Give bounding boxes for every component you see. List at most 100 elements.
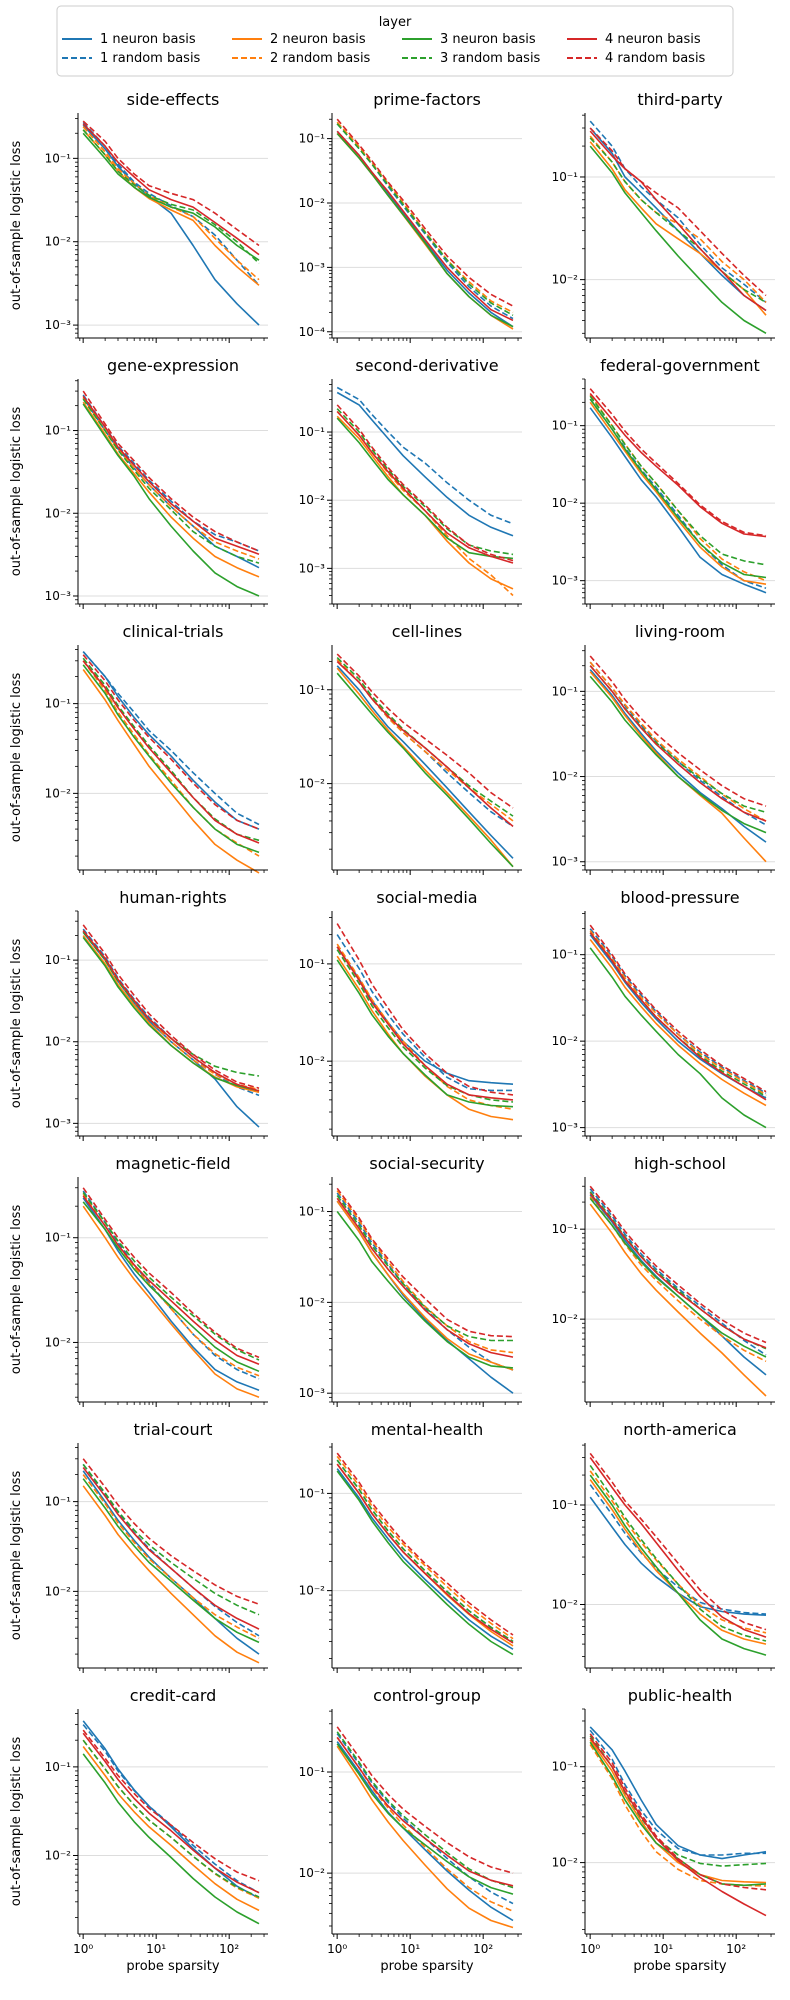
series-line bbox=[82, 1720, 260, 1899]
y-tick-label: 10⁻² bbox=[299, 1584, 326, 1598]
series-line bbox=[336, 410, 514, 564]
legend-label: 1 neuron basis bbox=[100, 32, 196, 47]
series-line bbox=[589, 1197, 767, 1358]
y-tick-label: 10⁻⁴ bbox=[299, 325, 326, 339]
series-line bbox=[336, 1745, 514, 1929]
series-line bbox=[82, 1739, 260, 1898]
series-line bbox=[336, 943, 514, 1111]
series-line bbox=[589, 1474, 767, 1656]
series-line bbox=[82, 1470, 260, 1655]
series-line bbox=[336, 1187, 514, 1338]
y-tick-label: 10⁻¹ bbox=[45, 697, 72, 711]
series-line bbox=[589, 1739, 767, 1884]
x-tick-label: 10² bbox=[726, 1942, 746, 1956]
panel-title: blood-pressure bbox=[620, 888, 739, 907]
series-line bbox=[336, 1190, 514, 1354]
legend-entry: 1 random basis bbox=[62, 51, 201, 66]
y-tick-label: 10⁻² bbox=[552, 1856, 579, 1870]
y-tick-label: 10⁻³ bbox=[45, 318, 72, 332]
legend-entry: 4 random basis bbox=[567, 51, 706, 66]
series-line bbox=[336, 132, 514, 328]
series-line bbox=[336, 1211, 514, 1369]
series-line bbox=[82, 120, 260, 247]
panel-clinical-trials: clinical-trials 10⁻² 10⁻¹ out-of-sample log… bbox=[9, 622, 268, 875]
series-line bbox=[336, 658, 514, 822]
legend-entry: 2 random basis bbox=[232, 51, 371, 66]
y-tick-label: 10⁻³ bbox=[299, 260, 326, 274]
series-line bbox=[336, 1463, 514, 1644]
series-line bbox=[336, 672, 514, 868]
series-line bbox=[82, 403, 260, 597]
panel-cell-lines: cell-lines 10⁻² 10⁻¹ bbox=[299, 622, 522, 875]
panel-title: control-group bbox=[373, 1686, 481, 1705]
series-line bbox=[589, 1741, 767, 1887]
series-line bbox=[589, 932, 767, 1101]
legend-label: 2 random basis bbox=[270, 51, 371, 66]
y-tick-label: 10⁻³ bbox=[45, 589, 72, 603]
y-tick-label: 10⁻¹ bbox=[45, 953, 72, 967]
series-line bbox=[589, 661, 767, 822]
series-line bbox=[82, 1739, 260, 1899]
panel-title: mental-health bbox=[371, 1420, 484, 1439]
y-tick-label: 10⁻¹ bbox=[45, 151, 72, 165]
series-line bbox=[82, 930, 260, 1092]
panel-title: third-party bbox=[637, 90, 722, 109]
panel-federal-government: federal-government 10⁻³ 10⁻² 10⁻¹ bbox=[552, 356, 775, 609]
panel-social-media: social-media 10⁻² 10⁻¹ bbox=[299, 888, 522, 1141]
legend-title: layer bbox=[379, 15, 412, 30]
series-line bbox=[82, 936, 260, 1092]
series-line bbox=[82, 1724, 260, 1894]
series-line bbox=[589, 924, 767, 1093]
panel-gene-expression: gene-expression 10⁻³ 10⁻² 10⁻¹ out-of-sample… bbox=[9, 356, 268, 609]
x-tick-label: 10⁰ bbox=[73, 1942, 93, 1956]
y-tick-label: 10⁻¹ bbox=[552, 948, 579, 962]
series-line bbox=[589, 947, 767, 1129]
series-line bbox=[82, 1187, 260, 1359]
series-line bbox=[589, 1737, 767, 1917]
panel-social-security: social-security 10⁻³ 10⁻² 10⁻¹ bbox=[299, 1154, 522, 1407]
y-tick-label: 10⁻² bbox=[552, 1597, 579, 1611]
series-line bbox=[589, 388, 767, 537]
panel-second-derivative: second-derivative 10⁻³ 10⁻² 10⁻¹ bbox=[299, 356, 522, 609]
y-axis-label: out-of-sample logistic loss bbox=[9, 1471, 24, 1641]
series-line bbox=[589, 1452, 767, 1631]
series-line bbox=[82, 1478, 260, 1644]
y-tick-label: 10⁻³ bbox=[552, 855, 579, 869]
series-line bbox=[589, 127, 767, 297]
series-line bbox=[589, 1464, 767, 1642]
panel-side-effects: side-effects 10⁻³ 10⁻² 10⁻¹ out-of-sample lo… bbox=[9, 90, 268, 343]
y-tick-label: 10⁻¹ bbox=[299, 957, 326, 971]
series-line bbox=[589, 1479, 767, 1645]
series-line bbox=[589, 1496, 767, 1616]
series-line bbox=[589, 661, 767, 826]
y-axis-label: out-of-sample logistic loss bbox=[9, 939, 24, 1109]
series-line bbox=[82, 1463, 260, 1616]
series-line bbox=[82, 660, 260, 844]
series-line bbox=[589, 675, 767, 834]
series-line bbox=[589, 1726, 767, 1860]
x-axis-label: probe sparsity bbox=[380, 1959, 473, 1974]
legend-frame bbox=[56, 5, 734, 77]
y-tick-label: 10⁻¹ bbox=[552, 419, 579, 433]
series-line bbox=[336, 653, 514, 809]
series-line bbox=[82, 657, 260, 842]
series-line bbox=[589, 401, 767, 585]
x-tick-label: 10⁰ bbox=[327, 1942, 347, 1956]
series-line bbox=[82, 126, 260, 281]
series-line bbox=[589, 934, 767, 1099]
series-line bbox=[336, 1452, 514, 1636]
series-line bbox=[589, 930, 767, 1096]
series-line bbox=[82, 1467, 260, 1630]
series-line bbox=[336, 1459, 514, 1643]
series-line bbox=[82, 1463, 260, 1637]
x-tick-label: 10¹ bbox=[653, 1942, 673, 1956]
series-line bbox=[336, 1470, 514, 1656]
y-tick-label: 10⁻² bbox=[552, 770, 579, 784]
series-line bbox=[336, 667, 514, 868]
series-line bbox=[82, 651, 260, 826]
series-line bbox=[336, 408, 514, 556]
y-tick-label: 10⁻¹ bbox=[299, 683, 326, 697]
y-tick-label: 10⁻¹ bbox=[552, 684, 579, 698]
